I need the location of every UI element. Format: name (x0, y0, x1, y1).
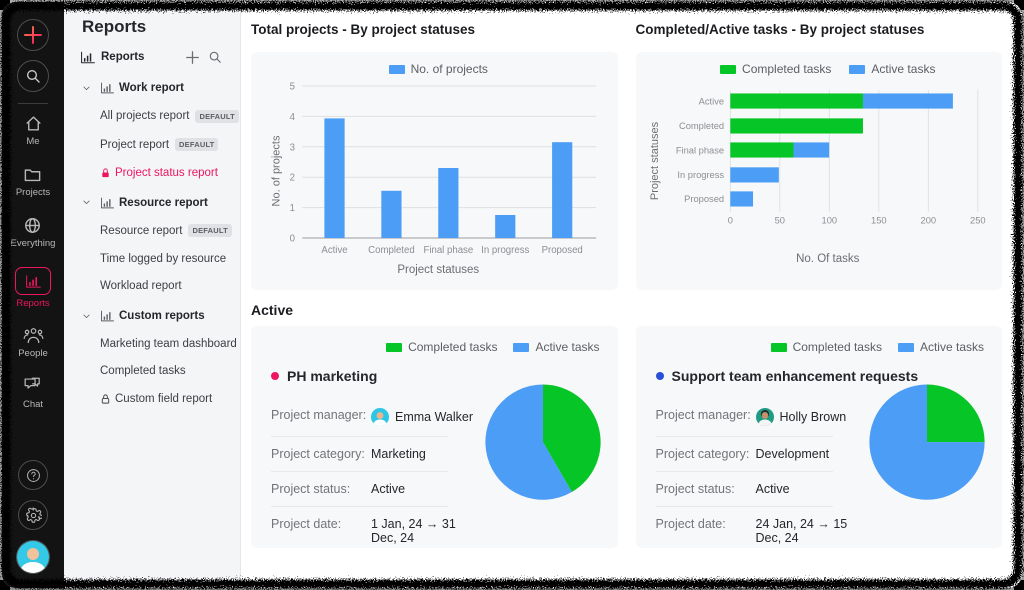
svg-text:0: 0 (727, 215, 732, 225)
svg-text:Active: Active (321, 245, 348, 256)
svg-text:150: 150 (871, 215, 887, 225)
svg-text:Final phase: Final phase (423, 245, 473, 256)
svg-text:In progress: In progress (481, 245, 529, 256)
svg-text:2: 2 (290, 172, 296, 183)
svg-text:Active: Active (698, 97, 723, 107)
svg-text:Final phase: Final phase (675, 146, 723, 156)
svg-text:5: 5 (290, 81, 296, 92)
svg-text:Proposed: Proposed (542, 245, 583, 256)
svg-text:50: 50 (774, 215, 784, 225)
svg-text:Completed: Completed (368, 245, 415, 256)
svg-text:1: 1 (290, 203, 296, 214)
svg-text:Proposed: Proposed (684, 194, 724, 204)
svg-text:Completed: Completed (678, 121, 723, 131)
svg-text:200: 200 (920, 215, 936, 225)
svg-text:250: 250 (970, 215, 986, 225)
svg-text:3: 3 (290, 142, 296, 153)
svg-text:100: 100 (821, 215, 837, 225)
svg-text:In progress: In progress (677, 170, 724, 180)
svg-text:4: 4 (290, 112, 296, 123)
svg-text:0: 0 (290, 233, 296, 244)
